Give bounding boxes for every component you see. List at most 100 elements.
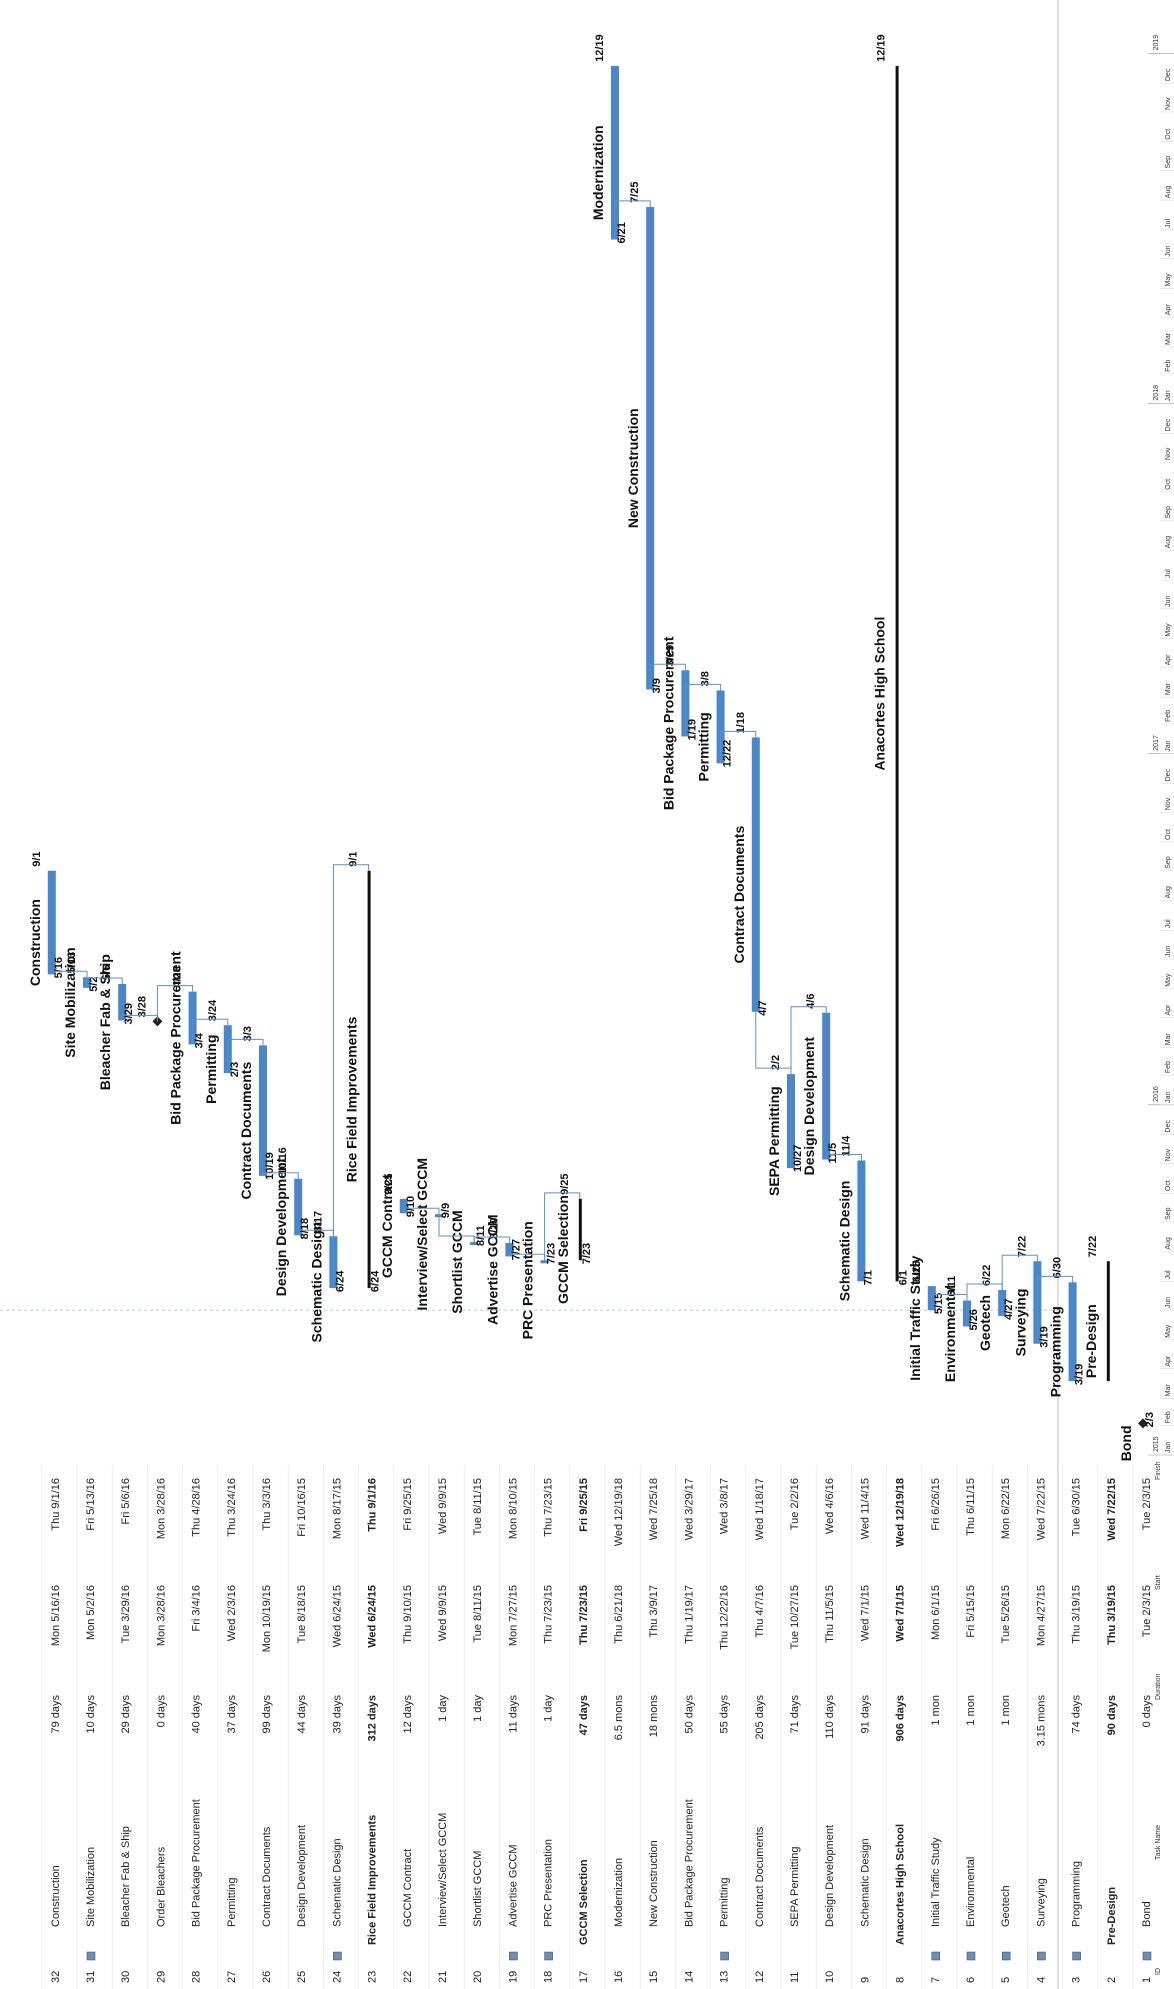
timeline-month-label: Jan xyxy=(1165,390,1172,401)
task-duration: 79 days xyxy=(50,1695,62,1734)
gantt-bar[interactable]: Construction 5/16 9/1 xyxy=(27,851,65,986)
table-row[interactable]: 8 Anacortes High School 906 days Wed 7/1/15… xyxy=(886,1465,907,1989)
task-start: Wed 6/24/15 xyxy=(367,1585,379,1648)
task-bar[interactable] xyxy=(646,206,655,690)
gantt-bar[interactable]: Design Development 8/18 10/16 xyxy=(273,1147,311,1296)
task-bar[interactable] xyxy=(716,690,725,764)
table-row[interactable]: 25 Design Development 44 days Tue 8/18/15 Fr… xyxy=(287,1465,308,1989)
table-row[interactable]: 1 Bond 0 days Tue 2/3/15 Tue 2/3/15 xyxy=(1132,1465,1153,1989)
table-row[interactable]: 22 GCCM Contract 12 days Thu 9/10/15 Fri 9/2… xyxy=(393,1465,414,1989)
bar-finish-date: 9/25 xyxy=(559,1173,571,1194)
summary-bar[interactable] xyxy=(895,65,899,1282)
task-duration: 0 days xyxy=(1141,1695,1153,1728)
task-bar[interactable] xyxy=(470,1242,479,1246)
gantt-bar[interactable]: GCCM Selection 7/23 9/25 xyxy=(555,1173,593,1304)
table-row[interactable]: 10 Design Development 110 days Thu 11/5/15 W… xyxy=(815,1465,836,1989)
task-duration: 205 days xyxy=(754,1695,766,1740)
table-row[interactable]: 23 Rice Field Improvements 312 days Wed 6/2… xyxy=(358,1465,379,1989)
table-row[interactable]: 16 Modernization 6.5 mons Thu 6/21/18 Wed 12… xyxy=(604,1465,625,1989)
summary-bar[interactable] xyxy=(578,1198,582,1261)
gantt-bar[interactable]: Anacortes High School 6/1 12/19 xyxy=(872,34,910,1285)
table-row[interactable]: 5 Geotech 1 mon Tue 5/26/15 Mon 6/22/15 xyxy=(991,1465,1012,1989)
task-duration: 0 days xyxy=(155,1695,167,1728)
timeline-month-label: Mar xyxy=(1165,1384,1172,1397)
table-row[interactable]: 12 Contract Documents 205 days Thu 4/7/16 We… xyxy=(745,1465,766,1989)
task-bar[interactable] xyxy=(611,65,619,240)
table-row[interactable]: 31 Site Mobilization 10 days Mon 5/2/16 Fri … xyxy=(76,1465,97,1989)
gantt-bar[interactable]: Rice Field Improvements 6/24 9/1 xyxy=(344,851,382,1292)
gantt-bar[interactable]: Bid Package Procurement 3/4 4/28 xyxy=(168,951,206,1125)
summary-bar[interactable] xyxy=(1106,1261,1110,1382)
gantt-bar[interactable]: New Construction 3/9 7/25 xyxy=(625,182,663,694)
task-bar[interactable] xyxy=(540,1260,549,1264)
gantt-bar[interactable]: Contract Documents 10/19 3/3 xyxy=(238,1026,276,1199)
gantt-bar[interactable]: Permitting 12/22 3/8 xyxy=(696,671,734,781)
task-bar[interactable] xyxy=(505,1242,514,1257)
milestone-diamond[interactable] xyxy=(1138,1418,1148,1429)
table-row[interactable]: 19 Advertise GCCM 11 days Mon 7/27/15 Mon 8/… xyxy=(499,1465,519,1989)
gantt-bar[interactable]: 3/28 xyxy=(136,996,163,1027)
task-bar[interactable] xyxy=(751,737,760,1012)
timeline-month-label: Mar xyxy=(1165,332,1172,345)
table-row[interactable]: 18 PRC Presentation 1 day Thu 7/23/15 Thu 7/… xyxy=(534,1465,555,1989)
task-duration: 18 mons xyxy=(648,1695,660,1738)
bar-finish-date: 12/19 xyxy=(876,34,888,62)
table-row[interactable]: 17 GCCM Selection 47 days Thu 7/23/15 Fri 9/… xyxy=(569,1465,590,1989)
task-bar[interactable] xyxy=(857,1160,866,1282)
timeline-month-label: Jul xyxy=(1165,1270,1172,1279)
table-row[interactable]: 3 Programming 74 days Thu 3/19/15 Tue 6/30/1… xyxy=(1062,1465,1083,1989)
gantt-bar[interactable]: Advertise GCCM 7/27 8/10 xyxy=(484,1214,522,1324)
task-bar[interactable] xyxy=(47,870,56,975)
task-bar[interactable] xyxy=(188,991,197,1045)
table-row[interactable]: 27 Permitting 37 days Wed 2/3/16 Thu 3/24/16 xyxy=(217,1465,238,1989)
task-bar[interactable] xyxy=(1068,1282,1077,1382)
bar-start-date: 2/3 xyxy=(1144,1412,1156,1427)
table-row[interactable]: 6 Environmental 1 mon Fri 5/15/15 Thu 6/11/1… xyxy=(956,1465,977,1989)
gantt-bar[interactable]: Contract Documents 4/7 1/18 xyxy=(731,712,769,1016)
table-row[interactable]: 28 Bid Package Procurement 40 days Fri 3/4/… xyxy=(182,1465,203,1989)
summary-bar[interactable] xyxy=(367,870,371,1289)
task-name: New Construction xyxy=(648,1840,660,1927)
bar-start-date: 7/23 xyxy=(581,1243,593,1264)
table-row[interactable]: 20 Shortlist GCCM 1 day Tue 8/11/15 Tue 8/11… xyxy=(463,1465,484,1989)
gantt-bar[interactable]: Modernization 6/21 12/19 xyxy=(590,34,628,243)
task-bar[interactable] xyxy=(118,983,127,1021)
task-duration: 12 days xyxy=(402,1695,414,1734)
bar-start-date: 5/15 xyxy=(933,1293,945,1314)
table-row[interactable]: 2 Pre-Design 90 days Thu 3/19/15 Wed 7/22/15 xyxy=(1097,1465,1118,1989)
table-row[interactable]: 13 Permitting 55 days Thu 12/22/16 Wed 3/8/1… xyxy=(710,1465,731,1989)
gantt-bar[interactable]: GCCM Contract 9/10 9/25 xyxy=(379,1173,417,1278)
table-row[interactable]: 15 New Construction 18 mons Thu 3/9/17 Wed 7… xyxy=(639,1465,660,1989)
table-row[interactable]: 30 Bleacher Fab & Ship 29 days Tue 3/29/16 F… xyxy=(111,1465,132,1989)
table-row[interactable]: 14 Bid Package Procurement 50 days Thu 1/19… xyxy=(675,1465,695,1989)
table-row[interactable]: 4 Surveying 3.15 mons Mon 4/27/15 Wed 7/22/1… xyxy=(1027,1465,1047,1989)
gantt-bar[interactable]: PRC Presentation 7/23 xyxy=(520,1221,558,1339)
gantt-bar[interactable]: Interview/Select GCCM 9/9 xyxy=(414,1158,452,1311)
gantt-bar[interactable]: Bleacher Fab & Ship 3/29 5/6 xyxy=(97,954,135,1090)
table-row[interactable]: 24 Schematic Design 39 days Wed 6/24/15 Mon … xyxy=(323,1465,343,1989)
table-row[interactable]: 29 Order Bleachers 0 days Mon 3/28/16 Mon 3/… xyxy=(147,1465,167,1989)
bar-label: Schematic Design xyxy=(308,1222,324,1343)
table-row[interactable]: 21 Interview/Select GCCM 1 day Wed 9/9/15 We… xyxy=(428,1465,449,1989)
bar-start-date: 5/26 xyxy=(968,1309,980,1330)
calendar-icon xyxy=(1037,1951,1046,1961)
table-row[interactable]: 11 SEPA Permitting 71 days Tue 10/27/15 Tue … xyxy=(780,1465,801,1989)
task-bar[interactable] xyxy=(822,1012,831,1160)
table-row[interactable]: 32 Construction 79 days Mon 5/16/16 Thu 9/1/… xyxy=(41,1465,62,1989)
gantt-bar[interactable]: Pre-Design 7/22 xyxy=(1083,1236,1110,1382)
table-row[interactable]: 26 Contract Documents 99 days Mon 10/19/15 T… xyxy=(252,1465,273,1989)
gantt-bar[interactable]: Design Development 11/5 4/6 xyxy=(801,993,839,1175)
table-row[interactable]: 7 Initial Traffic Study 1 mon Mon 6/1/15 Fri… xyxy=(921,1465,942,1989)
timeline-month-label: Apr xyxy=(1165,654,1172,666)
gantt-bar[interactable]: Schematic Design 7/1 11/4 xyxy=(836,1135,874,1301)
gantt-bar[interactable]: Programming 3/19 6/30 xyxy=(1048,1257,1086,1397)
task-finish: Wed 12/19/18 xyxy=(613,1478,625,1546)
task-bar[interactable] xyxy=(399,1198,408,1214)
milestone-diamond[interactable] xyxy=(152,1016,163,1027)
task-bar[interactable] xyxy=(259,1045,267,1176)
task-finish: Wed 3/29/17 xyxy=(683,1478,695,1540)
gantt-bar[interactable]: Bond 2/3 xyxy=(1118,1412,1156,1461)
dependency-link xyxy=(403,1207,440,1215)
table-row[interactable]: 9 Schematic Design 91 days Wed 7/1/15 Wed 11… xyxy=(851,1465,871,1989)
task-bar[interactable] xyxy=(294,1178,303,1236)
